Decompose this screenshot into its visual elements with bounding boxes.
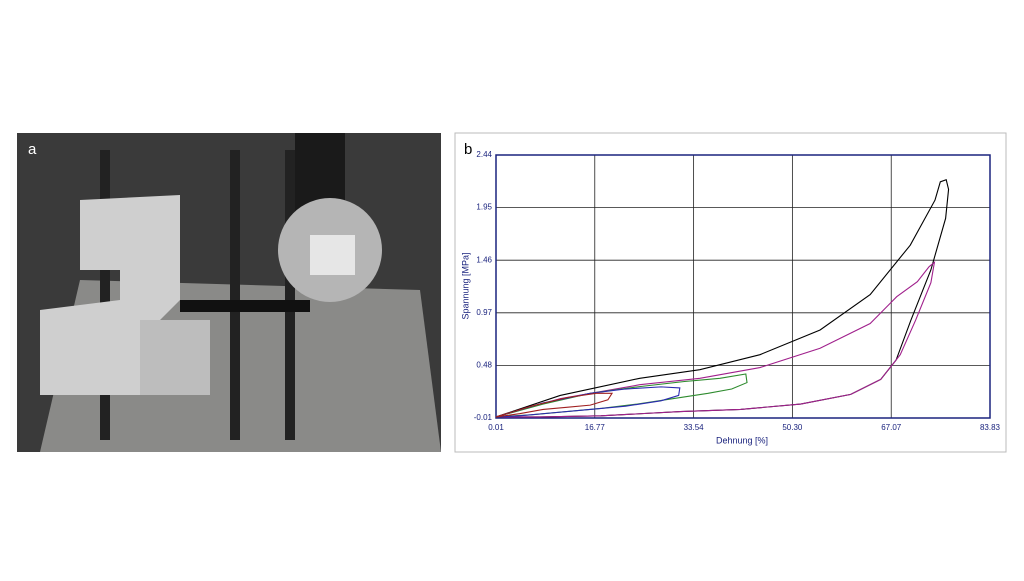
y-tick-label: 1.95 [476, 203, 492, 212]
plot-border [495, 154, 991, 419]
y-tick-label: 2.44 [476, 150, 492, 159]
photo-slot [230, 150, 240, 440]
y-tick-label: 0.48 [476, 361, 492, 370]
x-tick-label: 83.83 [980, 423, 1001, 432]
series-line [495, 386, 681, 418]
chart: b Dehnung [%] Spannung [MPa] 0.01 16.77 33… [454, 132, 1007, 453]
chart-frame [454, 132, 1007, 453]
y-tick-label: -0.01 [474, 413, 493, 422]
x-tick-label: 33.54 [684, 423, 705, 432]
photo-grip [310, 235, 355, 275]
photo-clamp [40, 195, 180, 395]
photo-specimen [180, 300, 310, 312]
photo-slot [100, 150, 110, 440]
panel-label: b [464, 141, 472, 158]
y-tick-label: 0.97 [476, 308, 492, 317]
x-tick-label: 0.01 [488, 423, 504, 432]
series-line [495, 392, 614, 418]
y-axis-label: Spannung [MPa] [460, 252, 470, 319]
panel-label: a [28, 141, 37, 158]
photo-block [140, 320, 210, 395]
x-axis-label: Dehnung [%] [716, 435, 768, 445]
series-line [495, 260, 936, 418]
photo: a [17, 133, 441, 452]
x-tick-label: 16.77 [585, 423, 606, 432]
y-tick-label: 1.46 [476, 255, 492, 264]
x-tick-label: 50.30 [782, 423, 803, 432]
x-tick-label: 67.07 [881, 423, 902, 432]
photo-slot [285, 150, 295, 440]
